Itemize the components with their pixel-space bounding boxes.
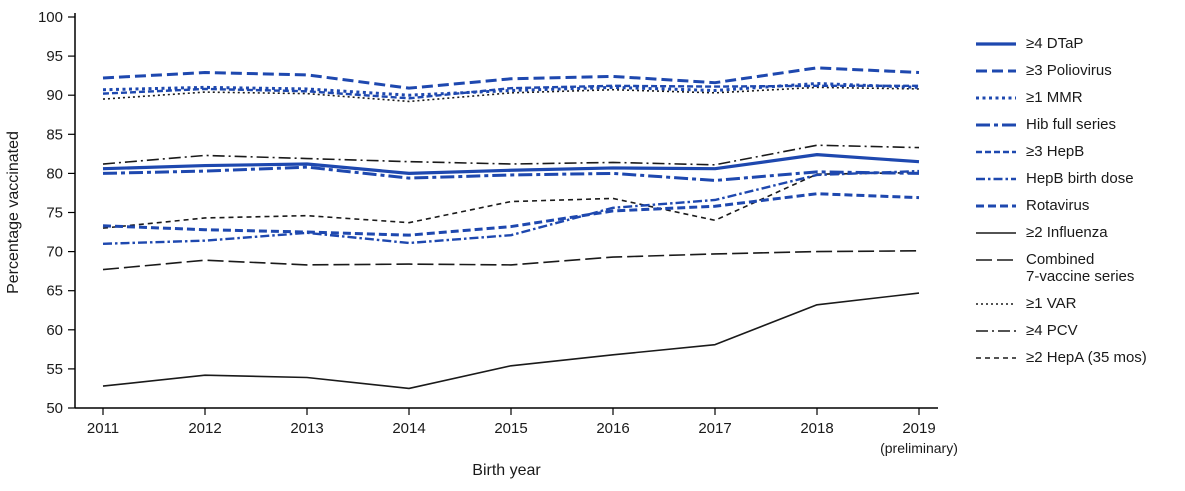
legend-line-sample-icon xyxy=(976,232,1016,234)
legend-line-sample-icon xyxy=(976,259,1016,261)
y-tick-label: 50 xyxy=(46,400,63,417)
legend-line-sample-icon xyxy=(976,177,1016,181)
legend-item-1: ≥3 Poliovirus xyxy=(974,62,1179,79)
y-tick-label: 60 xyxy=(46,322,63,339)
series-line-5 xyxy=(102,169,920,245)
x-tick-label: 2011 xyxy=(87,420,119,437)
series-line-9 xyxy=(102,86,920,103)
legend-item-9: ≥1 VAR xyxy=(974,295,1179,312)
legend-line-sample-icon xyxy=(976,96,1016,100)
y-tick-label: 80 xyxy=(46,165,63,182)
legend-label-line: Combined xyxy=(1026,251,1095,268)
legend-item-11: ≥2 HepA (35 mos) xyxy=(974,349,1179,366)
x-axis-label: Birth year xyxy=(472,462,541,479)
x-tick-label: 2019 xyxy=(902,420,935,437)
legend-label-line: HepB birth dose xyxy=(1026,170,1134,187)
legend-line-sample-icon xyxy=(976,150,1016,154)
legend-label: Combined 7-vaccine series xyxy=(1026,251,1134,285)
legend-line-sample-icon xyxy=(976,123,1016,127)
chart-legend: ≥4 DTaP ≥3 Poliovirus ≥1 MMR Hib full serie… xyxy=(960,0,1179,491)
legend-label: ≥3 HepB xyxy=(1026,143,1084,160)
x-tick-label: 2018 xyxy=(800,420,833,437)
chart-area: 50 55 60 65 70 75 80 85 90 95 100 2011 2012 2013 2014 2… xyxy=(5,9,958,479)
series-line-3 xyxy=(102,165,920,182)
series-line-7 xyxy=(102,292,920,390)
legend-item-3: Hib full series xyxy=(974,116,1179,133)
x-tick-note-preliminary: (preliminary) xyxy=(880,440,958,456)
legend-line-sample-icon xyxy=(976,303,1016,305)
legend-label: HepB birth dose xyxy=(1026,170,1134,187)
legend-item-10: ≥4 PCV xyxy=(974,322,1179,339)
legend-label-line: ≥4 PCV xyxy=(1026,322,1078,339)
legend-label: ≥4 DTaP xyxy=(1026,35,1083,52)
x-tick-label: 2017 xyxy=(698,420,731,437)
y-tick-label: 75 xyxy=(46,205,63,222)
legend-label-line: ≥3 HepB xyxy=(1026,143,1085,160)
x-tick-label: 2012 xyxy=(188,420,221,437)
series-line-0 xyxy=(102,153,920,175)
legend-label: Rotavirus xyxy=(1026,197,1089,214)
legend-label-line: Hib full series xyxy=(1026,116,1117,133)
y-tick-label: 100 xyxy=(38,9,63,26)
legend-label: ≥1 MMR xyxy=(1026,89,1083,106)
y-tick-label: 70 xyxy=(46,244,63,261)
legend-item-2: ≥1 MMR xyxy=(974,89,1179,106)
legend-label: ≥2 HepA (35 mos) xyxy=(1026,349,1147,366)
legend-label-line: Rotavirus xyxy=(1026,197,1090,214)
legend-line-sample-icon xyxy=(976,69,1016,73)
legend-line-sample-icon xyxy=(976,42,1016,46)
chart-plot: 50 55 60 65 70 75 80 85 90 95 100 2011 2012 2013 2014 2… xyxy=(5,9,958,479)
legend-item-0: ≥4 DTaP xyxy=(974,35,1179,52)
legend-label-line: ≥1 MMR xyxy=(1026,89,1083,106)
legend-item-8: Combined 7-vaccine series xyxy=(974,251,1179,285)
legend-item-4: ≥3 HepB xyxy=(974,143,1179,160)
legend-line-sample-icon xyxy=(976,204,1016,208)
x-tick-label: 2014 xyxy=(392,420,425,437)
y-tick-label: 65 xyxy=(46,283,63,300)
x-tick-label: 2016 xyxy=(596,420,629,437)
legend-item-7: ≥2 Influenza xyxy=(974,224,1179,241)
legend-label: ≥1 VAR xyxy=(1026,295,1076,312)
legend-item-6: Rotavirus xyxy=(974,197,1179,214)
series-line-10 xyxy=(102,144,920,166)
legend-item-5: HepB birth dose xyxy=(974,170,1179,187)
legend-label-line: ≥1 VAR xyxy=(1026,295,1077,312)
y-tick-label: 95 xyxy=(46,48,63,65)
y-tick-label: 55 xyxy=(46,361,63,378)
legend-line-sample-icon xyxy=(976,357,1016,359)
series-line-6 xyxy=(102,192,920,237)
legend-label: ≥4 PCV xyxy=(1026,322,1078,339)
series-line-11 xyxy=(102,171,920,229)
legend-label-line: ≥2 HepA (35 mos) xyxy=(1026,349,1147,366)
series-line-4 xyxy=(102,84,919,100)
legend-label: ≥2 Influenza xyxy=(1026,224,1108,241)
y-axis-label: Percentage vaccinated xyxy=(5,131,22,294)
legend-label-line: ≥3 Poliovirus xyxy=(1026,62,1112,79)
x-tick-label: 2015 xyxy=(494,420,527,437)
legend-label: ≥3 Poliovirus xyxy=(1026,62,1112,79)
legend-label-line: ≥2 Influenza xyxy=(1026,224,1108,241)
series-line-1 xyxy=(102,66,920,90)
series-line-8 xyxy=(102,250,920,271)
legend-line-sample-icon xyxy=(976,330,1016,332)
legend-label-line: 7-vaccine series xyxy=(1026,268,1135,285)
y-tick-label: 85 xyxy=(46,126,63,143)
x-tick-label: 2013 xyxy=(290,420,323,437)
legend-label-line: ≥4 DTaP xyxy=(1026,35,1084,52)
legend-label: Hib full series xyxy=(1026,116,1116,133)
y-tick-label: 90 xyxy=(46,87,63,104)
